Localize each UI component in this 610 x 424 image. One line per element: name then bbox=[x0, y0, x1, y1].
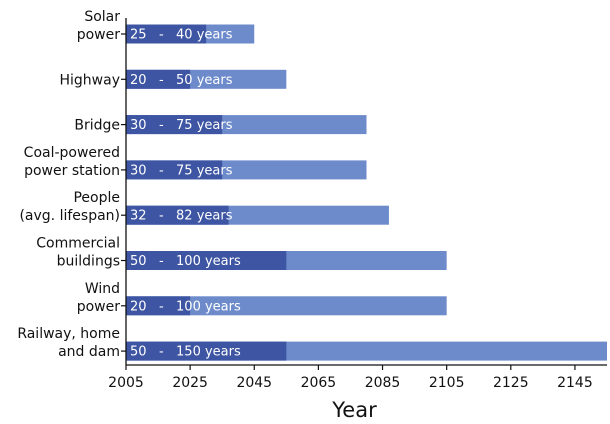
x-tick-label: 2085 bbox=[365, 375, 401, 391]
category-label: power bbox=[77, 27, 121, 43]
x-tick-label: 2045 bbox=[236, 375, 272, 391]
bar-value-label: 50 - 150 years bbox=[130, 345, 241, 360]
bar-min-range bbox=[126, 115, 223, 135]
x-tick-label: 2145 bbox=[557, 375, 593, 391]
category-label: Highway bbox=[60, 72, 121, 88]
x-axis-title: Year bbox=[331, 398, 377, 422]
bar-min-range bbox=[126, 69, 191, 89]
bar-min-range bbox=[126, 160, 223, 180]
x-tick-label: 2025 bbox=[172, 375, 208, 391]
bar-min-range bbox=[126, 205, 229, 225]
category-label: Bridge bbox=[74, 118, 120, 134]
category-label: (avg. lifespan) bbox=[19, 208, 120, 224]
bar-value-label: 50 - 100 years bbox=[130, 254, 241, 269]
x-axis: 2005 2025 2045 2065 2085 2105 2125 2145 bbox=[108, 364, 607, 391]
bars-group: 25 - 40 years 20 - 50 years 30 - 75 years 3… bbox=[126, 24, 607, 361]
category-label: Commercial bbox=[36, 236, 120, 252]
category-label: power station bbox=[24, 163, 120, 179]
category-labels: Solar power Highway Bridge Coal-powered power… bbox=[17, 9, 126, 360]
bar-min-range bbox=[126, 24, 207, 44]
category-label: Railway, home bbox=[17, 326, 120, 342]
bar-value-label: 25 - 40 years bbox=[130, 28, 233, 43]
x-tick-label: 2105 bbox=[429, 375, 465, 391]
bar-max-range bbox=[126, 296, 447, 316]
x-tick-label: 2005 bbox=[108, 375, 144, 391]
category-label: Wind bbox=[85, 281, 120, 297]
category-label: Solar bbox=[84, 9, 120, 25]
x-tick-label: 2065 bbox=[301, 375, 337, 391]
bar-value-label: 32 - 82 years bbox=[130, 209, 233, 224]
category-label: buildings bbox=[57, 254, 120, 270]
bar-value-label: 30 - 75 years bbox=[130, 163, 233, 178]
bar-min-range bbox=[126, 296, 191, 316]
bar-value-label: 30 - 75 years bbox=[130, 118, 233, 133]
category-label: and dam bbox=[58, 344, 120, 360]
category-label: power bbox=[77, 299, 121, 315]
bar-min-range bbox=[126, 341, 287, 361]
category-label: People bbox=[73, 190, 120, 206]
bar-value-label: 20 - 100 years bbox=[130, 299, 241, 314]
bar-min-range bbox=[126, 251, 287, 270]
x-tick-label: 2125 bbox=[493, 375, 529, 391]
bar-value-label: 20 - 50 years bbox=[130, 73, 233, 88]
category-label: Coal-powered bbox=[24, 145, 120, 161]
